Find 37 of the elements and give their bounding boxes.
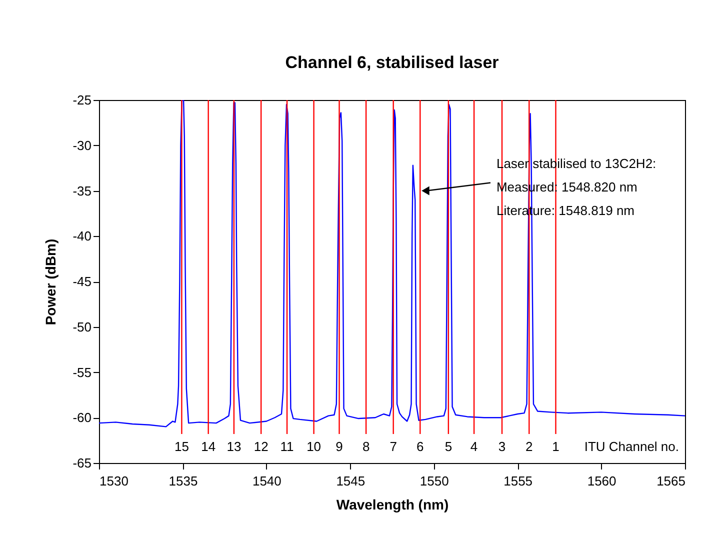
line-series — [99, 100, 685, 428]
annotation: 11 — [280, 439, 294, 454]
annotation: 3 — [498, 439, 506, 454]
y-tick-label: -50 — [72, 319, 92, 334]
annotation: 9 — [336, 439, 343, 454]
x-tick-label: 1565 — [656, 474, 686, 488]
y-tick-label: -35 — [72, 183, 92, 198]
annotation: 2 — [526, 439, 533, 454]
annotation: 8 — [362, 439, 370, 454]
annotation: 14 — [201, 439, 216, 454]
chart-title: Channel 6, stabilised laser — [285, 53, 500, 72]
annotation: 12 — [254, 439, 268, 454]
annotation: 6 — [416, 439, 424, 454]
y-tick-label: -30 — [72, 138, 92, 153]
x-axis-title: Wavelength (nm) — [336, 496, 449, 512]
y-tick-label: -55 — [72, 364, 92, 380]
x-tick-label: 1555 — [504, 474, 533, 488]
y-tick-label: -25 — [72, 92, 92, 108]
y-tick-label: -60 — [72, 410, 92, 426]
x-tick-label: 1550 — [420, 474, 449, 488]
y-axis-title: Power (dBm) — [42, 238, 59, 326]
annotation: 15 — [174, 439, 189, 454]
y-tick-label: -40 — [72, 228, 92, 244]
x-tick-label: 1530 — [100, 474, 128, 488]
x-tick-label: 1545 — [336, 474, 366, 488]
annotation: 10 — [306, 439, 322, 454]
y-tick-label: -45 — [72, 274, 92, 289]
annotation: 13 — [226, 439, 242, 454]
annotation: 4 — [470, 439, 478, 454]
annotation: 5 — [444, 439, 452, 454]
x-tick-label: 1540 — [252, 474, 282, 488]
y-tick-label: -65 — [72, 456, 92, 470]
annotation: 1 — [552, 439, 560, 454]
x-tick-label: 1560 — [587, 474, 616, 488]
annotation: ITU Channel no. — [584, 439, 679, 454]
x-tick-label: 1535 — [168, 474, 198, 488]
annotation: 7 — [390, 439, 397, 454]
